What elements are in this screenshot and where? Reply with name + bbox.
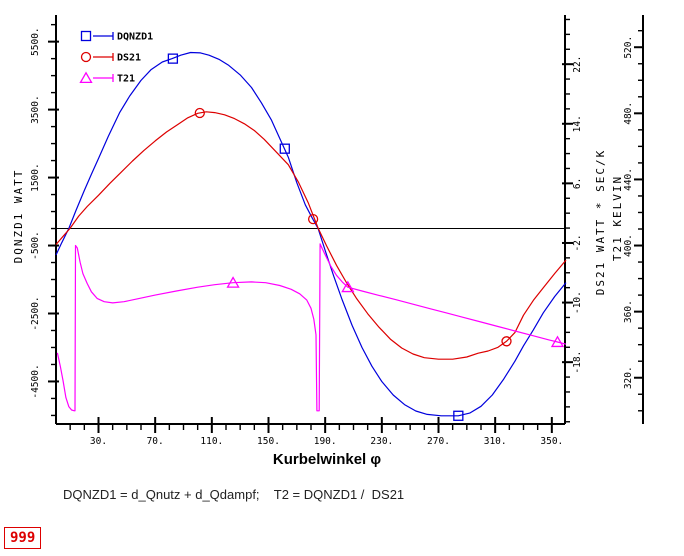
x-tick-label: 150. — [257, 436, 280, 447]
legend-label-ds21: DS21 — [117, 53, 141, 64]
curves — [55, 51, 567, 421]
x-tick-label: 70. — [147, 436, 164, 447]
legend-label-dqnzd1: DQNZD1 — [117, 32, 153, 43]
y-axis-right-t21-tick-label: 360. — [623, 300, 634, 323]
y-axis-left-tick-label: 5500. — [30, 27, 41, 56]
y-axis-right-ds21-tick-label: 14. — [572, 115, 583, 132]
y-axis-right-ds21-tick-label: 22. — [572, 56, 583, 73]
x-tick-label: 350. — [540, 436, 563, 447]
x-tick-label: 30. — [90, 436, 107, 447]
circle-marker-ds21 — [194, 107, 205, 119]
y-axis-right-t21-tick-label: 320. — [623, 366, 634, 389]
y-axis-right-ds21-tick-label: -2. — [572, 234, 583, 251]
circle-marker-ds21 — [307, 213, 319, 225]
legend-label-t21: T21 — [117, 74, 135, 85]
triangle-marker-t21 — [226, 276, 240, 288]
square-marker-dqnzd1 — [453, 410, 464, 421]
y-axis-left-tick-label: 1500. — [30, 163, 41, 192]
equation-caption: DQNZD1 = d_Qnutz + d_Qdampf; T2 = DQNZD1… — [63, 487, 405, 502]
y-axis-right-t21-title: T21 KELVIN — [611, 175, 624, 261]
legend-triangle-marker — [79, 71, 93, 84]
y-axis-right-t21-tick-label: 480. — [623, 102, 634, 125]
curve-dqnzd1 — [55, 51, 567, 417]
y-axis-right-ds21-title: DS21 WATT * SEC/K — [594, 149, 607, 296]
x-axis: 30. 70. 110. 150. 190. 230. 270. 310. 350. Kurbel… — [56, 417, 565, 468]
curve-ds21 — [55, 111, 567, 360]
square-marker-dqnzd1 — [279, 143, 290, 154]
legend-circle-marker — [80, 51, 92, 63]
legend-square-marker — [80, 30, 92, 42]
y-axis-left-title: DQNZD1 WATT — [12, 169, 25, 264]
triangle-marker-t21 — [341, 280, 355, 293]
page-number-badge: 999 — [4, 527, 42, 549]
x-tick-label: 190. — [314, 436, 337, 447]
y-axis-left-tick-label: 3500. — [30, 95, 41, 124]
curve-t21 — [56, 243, 567, 412]
x-axis-title: Kurbelwinkel φ — [273, 451, 382, 468]
circle-marker-ds21 — [501, 336, 512, 347]
x-tick-label: 310. — [484, 436, 507, 447]
triangle-marker-t21 — [550, 335, 565, 348]
y-axis-right-ds21-tick-label: 6. — [572, 178, 583, 189]
y-axis-right-ds21: 22. 14. 6. -2. -10. -18. DS21 WATT * SEC/K — [562, 15, 607, 424]
square-marker-dqnzd1 — [167, 53, 179, 64]
y-axis-right-t21-tick-label: 520. — [623, 36, 634, 59]
y-axis-left-tick-label: -4500. — [30, 364, 41, 398]
y-axis-left: 5500. 3500. 1500. -500. -2500. -4500. DQNZD1 W… — [12, 15, 59, 424]
x-tick-label: 110. — [200, 436, 223, 447]
x-tick-label: 270. — [427, 436, 450, 447]
y-axis-left-tick-label: -500. — [30, 231, 41, 260]
legend: DQNZD1 DS21 T21 — [79, 30, 153, 85]
y-axis-right-ds21-tick-label: -10. — [572, 291, 583, 314]
y-axis-right-t21-tick-label: 400. — [623, 234, 634, 257]
y-axis-right-t21: 520. 480. 440. 400. 360. 320. T21 KELVIN — [611, 15, 644, 424]
x-tick-label: 230. — [370, 436, 393, 447]
y-axis-left-tick-label: -2500. — [30, 296, 41, 330]
y-axis-right-t21-tick-label: 440. — [623, 168, 634, 191]
y-axis-right-ds21-tick-label: -18. — [572, 351, 583, 374]
